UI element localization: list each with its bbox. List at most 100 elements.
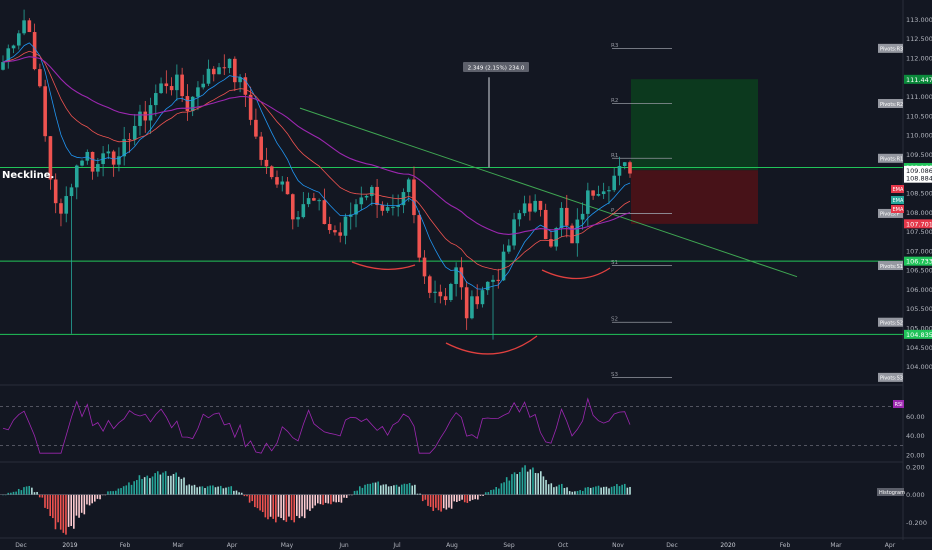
candle-body[interactable]: [343, 216, 348, 236]
candle-body[interactable]: [617, 165, 622, 176]
candle-body[interactable]: [22, 20, 26, 34]
candle-body[interactable]: [480, 290, 485, 305]
candle-body[interactable]: [412, 179, 416, 216]
candle-body[interactable]: [69, 187, 74, 197]
histogram-pane[interactable]: Histogram: [0, 465, 905, 535]
candle-body[interactable]: [628, 162, 632, 174]
candle-body[interactable]: [80, 160, 84, 166]
candle-body[interactable]: [622, 162, 627, 166]
candle-body[interactable]: [491, 279, 495, 282]
candle-body[interactable]: [496, 279, 501, 281]
candle-body[interactable]: [601, 191, 606, 195]
candle-body[interactable]: [575, 219, 580, 244]
candle-body[interactable]: [501, 251, 506, 281]
candle-body[interactable]: [564, 207, 569, 226]
candle-body[interactable]: [591, 190, 595, 196]
candle-body[interactable]: [153, 93, 158, 106]
candle-body[interactable]: [427, 276, 432, 293]
candle-body[interactable]: [406, 179, 411, 193]
candle-body[interactable]: [11, 45, 16, 49]
candle-body[interactable]: [364, 195, 369, 198]
candle-body[interactable]: [27, 20, 32, 33]
candle-body[interactable]: [559, 207, 564, 229]
candle-body[interactable]: [64, 196, 69, 214]
candle-body[interactable]: [517, 213, 522, 220]
candle-body[interactable]: [549, 239, 553, 247]
candle-body[interactable]: [528, 203, 532, 212]
ema-slow-line[interactable]: [2, 56, 631, 235]
candle-body[interactable]: [375, 186, 379, 206]
candle-body[interactable]: [32, 32, 37, 70]
candle-body[interactable]: [580, 213, 585, 220]
candle-body[interactable]: [301, 204, 306, 218]
candle-body[interactable]: [243, 77, 248, 95]
candle-body[interactable]: [206, 68, 211, 84]
candle-body[interactable]: [359, 197, 364, 205]
candle-body[interactable]: [322, 200, 327, 225]
candle-body[interactable]: [454, 267, 458, 284]
candle-body[interactable]: [596, 194, 601, 196]
head-curve[interactable]: [445, 335, 538, 355]
candle-body[interactable]: [391, 206, 395, 208]
candle-body[interactable]: [217, 67, 221, 75]
candle-body[interactable]: [117, 156, 121, 165]
candle-body[interactable]: [586, 190, 590, 214]
candle-body[interactable]: [290, 194, 295, 220]
candle-body[interactable]: [59, 203, 63, 214]
candle-body[interactable]: [449, 283, 453, 301]
candle-body[interactable]: [333, 230, 337, 233]
candle-body[interactable]: [138, 111, 142, 126]
candle-body[interactable]: [443, 296, 448, 301]
candle-body[interactable]: [175, 74, 179, 91]
candle-body[interactable]: [6, 48, 11, 63]
candle-body[interactable]: [438, 291, 443, 297]
candle-body[interactable]: [312, 198, 316, 201]
candle-body[interactable]: [385, 207, 390, 211]
candle-body[interactable]: [164, 83, 169, 87]
candle-body[interactable]: [554, 228, 559, 247]
candle-body[interactable]: [53, 179, 58, 204]
left-shoulder-curve[interactable]: [351, 261, 416, 270]
stop-zone[interactable]: [631, 170, 758, 224]
candle-body[interactable]: [538, 200, 543, 210]
candle-body[interactable]: [422, 257, 427, 277]
candle-body[interactable]: [238, 77, 242, 83]
candle-body[interactable]: [90, 151, 95, 172]
candle-body[interactable]: [1, 62, 5, 70]
candle-body[interactable]: [96, 164, 100, 172]
candle-body[interactable]: [543, 209, 548, 240]
target-zone[interactable]: [631, 79, 758, 171]
candle-body[interactable]: [227, 58, 232, 69]
candle-body[interactable]: [233, 58, 237, 83]
rsi-line[interactable]: [2, 397, 631, 454]
candle-body[interactable]: [370, 186, 374, 196]
candle-body[interactable]: [254, 119, 258, 137]
candle-body[interactable]: [111, 151, 116, 165]
candle-body[interactable]: [522, 203, 527, 214]
candle-body[interactable]: [127, 139, 132, 141]
candle-body[interactable]: [180, 74, 184, 97]
rsi-pane[interactable]: RSI: [0, 397, 904, 454]
candle-body[interactable]: [317, 200, 321, 202]
candle-body[interactable]: [43, 86, 47, 137]
candle-body[interactable]: [122, 139, 126, 157]
candle-body[interactable]: [327, 224, 332, 231]
candle-body[interactable]: [259, 136, 263, 160]
candle-body[interactable]: [433, 291, 437, 293]
candle-body[interactable]: [222, 67, 227, 69]
candle-body[interactable]: [169, 86, 174, 91]
candle-body[interactable]: [533, 200, 537, 212]
candle-body[interactable]: [196, 87, 200, 97]
right-shoulder-curve[interactable]: [541, 267, 611, 280]
candle-body[interactable]: [338, 232, 343, 236]
candle-body[interactable]: [143, 111, 148, 121]
candle-body[interactable]: [612, 175, 616, 191]
candle-body[interactable]: [417, 215, 422, 258]
candle-body[interactable]: [459, 267, 464, 288]
candle-body[interactable]: [148, 105, 153, 121]
candle-body[interactable]: [396, 205, 400, 207]
candle-body[interactable]: [607, 190, 611, 192]
candle-body[interactable]: [380, 205, 385, 211]
candle-body[interactable]: [106, 151, 111, 154]
